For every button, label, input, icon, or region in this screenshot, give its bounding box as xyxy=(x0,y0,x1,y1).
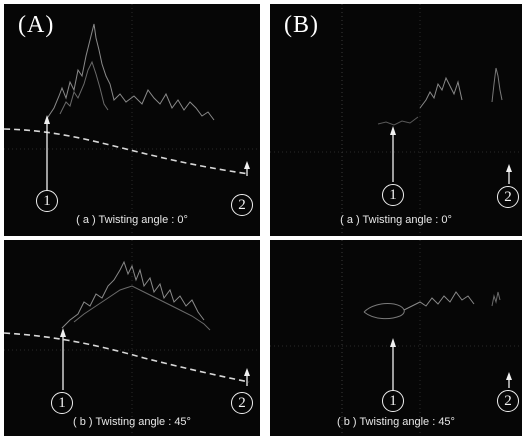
panel-a: (A) 1 2 ( a ) Twisting angle : 0° 1 2 ( … xyxy=(4,4,260,436)
marker-2: 2 xyxy=(231,392,253,414)
caption: ( a ) Twisting angle : 0° xyxy=(340,214,452,226)
caption: ( b ) Twisting angle : 45° xyxy=(73,416,191,428)
panel-a-subfigure-a: (A) 1 2 ( a ) Twisting angle : 0° xyxy=(4,4,260,236)
panel-a-subfigure-b: 1 2 ( b ) Twisting angle : 45° xyxy=(4,240,260,436)
marker-1-arrowhead xyxy=(390,338,396,347)
marker-2: 2 xyxy=(497,186,519,208)
marker-2: 2 xyxy=(497,390,519,412)
signal-trace xyxy=(73,285,211,331)
caption: ( b ) Twisting angle : 45° xyxy=(337,416,455,428)
caption: ( a ) Twisting angle : 0° xyxy=(76,214,188,226)
marker-2-arrowhead xyxy=(506,164,512,172)
marker-2-arrowhead xyxy=(244,161,250,169)
panel-b-subfigure-b-plot xyxy=(270,240,522,436)
panel-b: (B) 1 2 ( a ) Twisting angle : 0° 1 2 ( … xyxy=(270,4,522,436)
signal-trace xyxy=(59,60,109,115)
signal-trace xyxy=(45,23,215,121)
dashed-curve xyxy=(4,128,250,175)
signal-trace xyxy=(377,116,419,126)
panel-a-subfigure-b-plot xyxy=(4,240,260,436)
signal-trace xyxy=(61,260,205,329)
panel-a-subfigure-a-plot xyxy=(4,4,260,236)
dashed-curve xyxy=(4,332,250,383)
signal-trace xyxy=(491,67,503,103)
panel-b-subfigure-a-plot xyxy=(270,4,522,236)
signal-trace xyxy=(363,303,405,320)
signal-trace xyxy=(491,291,501,307)
signal-trace xyxy=(403,291,475,311)
marker-1-arrowhead xyxy=(60,328,66,337)
marker-2-arrowhead xyxy=(506,372,512,380)
signal-trace xyxy=(419,76,463,109)
marker-1: 1 xyxy=(36,190,58,212)
panel-b-subfigure-a: (B) 1 2 ( a ) Twisting angle : 0° xyxy=(270,4,522,236)
marker-1-arrowhead xyxy=(44,115,50,124)
marker-1: 1 xyxy=(382,184,404,206)
marker-1-arrowhead xyxy=(390,126,396,135)
panel-b-label: (B) xyxy=(284,12,319,38)
marker-2-arrowhead xyxy=(244,368,250,376)
marker-1: 1 xyxy=(382,390,404,412)
panel-b-subfigure-b: 1 2 ( b ) Twisting angle : 45° xyxy=(270,240,522,436)
marker-1: 1 xyxy=(51,392,73,414)
panel-a-label: (A) xyxy=(18,12,55,38)
marker-2: 2 xyxy=(231,194,253,216)
